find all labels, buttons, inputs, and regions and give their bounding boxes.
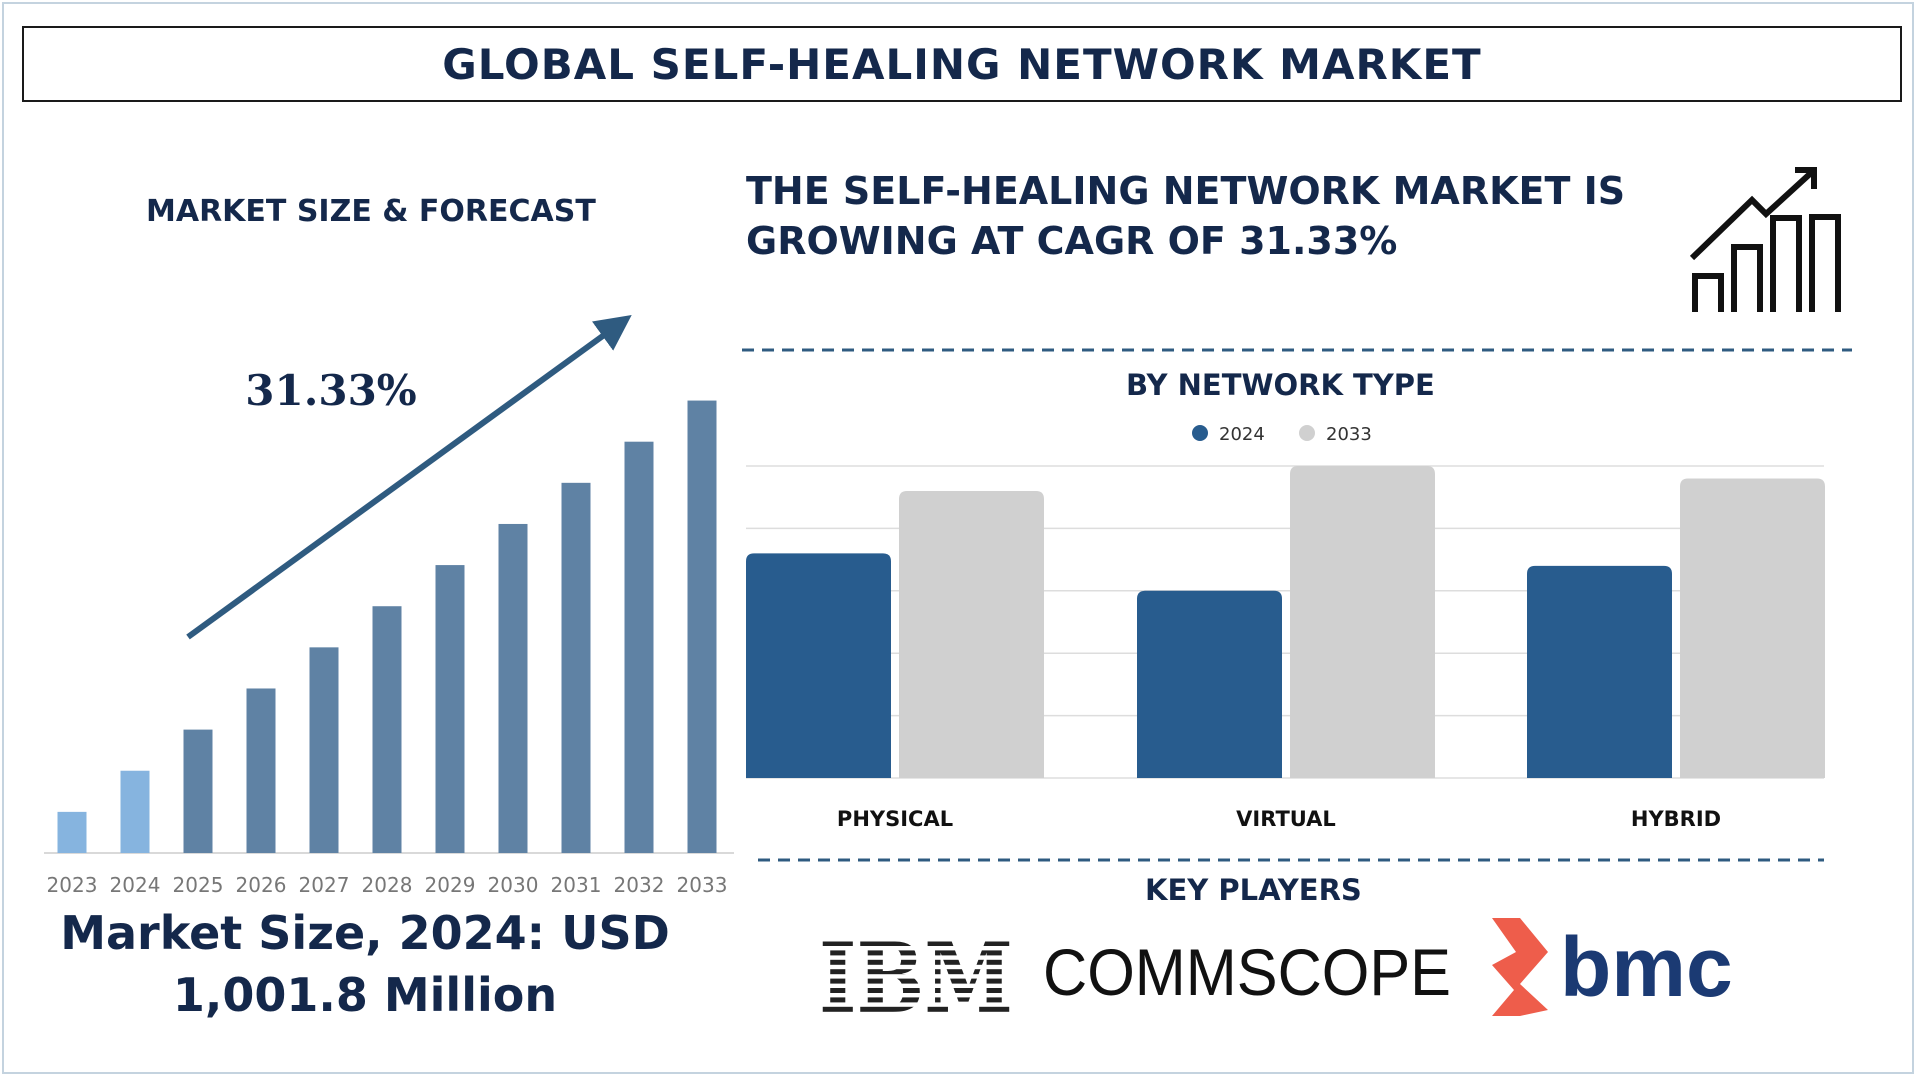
- network-type-heading: BY NETWORK TYPE: [1126, 368, 1435, 402]
- page-title: GLOBAL SELF-HEALING NETWORK MARKET: [22, 26, 1902, 102]
- forecast-bar-2032: [624, 441, 654, 853]
- forecast-bar-chart: 2023 2024 2025 2026 2027 2028 2029 2030 2031 2032…: [44, 400, 734, 897]
- growth-chart-icon: [1689, 167, 1841, 312]
- legend-label-2024: 2024: [1219, 424, 1265, 445]
- forecast-tick-2031: 2031: [551, 873, 602, 897]
- market-size-value: Market Size, 2024: USD 1,001.8 Million: [10, 902, 720, 1026]
- cagr-headline-line2: GROWING AT CAGR OF 31.33%: [746, 219, 1398, 263]
- legend-label-2033: 2033: [1326, 424, 1372, 445]
- ibm-stripe-gap: [814, 1002, 1020, 1007]
- forecast-tick-2028: 2028: [362, 873, 413, 897]
- cagr-headline-line1: THE SELF-HEALING NETWORK MARKET IS: [746, 169, 1626, 213]
- forecast-tick-2030: 2030: [488, 873, 539, 897]
- legend-marker-2033: [1299, 425, 1315, 441]
- forecast-bar-2026: [246, 688, 276, 853]
- bmc-wordmark: bmc: [1560, 920, 1733, 1014]
- cagr-annotation: 31.33%: [245, 366, 416, 415]
- network-bar-hybrid-2033: [1680, 478, 1825, 778]
- commscope-logo: COMMSCOPE: [1043, 935, 1451, 1009]
- ibm-logo: IBM: [814, 922, 1020, 1035]
- category-label-virtual: VIRTUAL: [1236, 807, 1336, 831]
- forecast-bar-2024: [120, 770, 150, 853]
- ibm-stripe-gap: [814, 946, 1020, 951]
- forecast-tick-2032: 2032: [614, 873, 665, 897]
- forecast-tick-2025: 2025: [173, 873, 224, 897]
- forecast-tick-2027: 2027: [299, 873, 350, 897]
- forecast-bar-2033: [687, 400, 717, 853]
- network-bar-virtual-2033: [1290, 466, 1435, 778]
- legend-marker-2024: [1192, 425, 1208, 441]
- forecast-bar-2025: [183, 729, 213, 853]
- forecast-tick-2023: 2023: [47, 873, 98, 897]
- category-label-physical: PHYSICAL: [837, 807, 953, 831]
- market-size-heading: MARKET SIZE & FORECAST: [146, 194, 596, 229]
- network-bar-hybrid-2024: [1527, 565, 1672, 778]
- forecast-bar-2031: [561, 482, 591, 853]
- forecast-tick-2029: 2029: [425, 873, 476, 897]
- forecast-tick-2033: 2033: [677, 873, 728, 897]
- category-label-hybrid: HYBRID: [1631, 807, 1721, 831]
- network-bar-physical-2033: [899, 490, 1044, 778]
- bmc-logo: bmc: [1492, 918, 1733, 1016]
- bmc-chevron-icon: [1492, 918, 1548, 1016]
- network-bar-virtual-2024: [1137, 590, 1282, 778]
- ibm-stripe-gap: [814, 964, 1020, 970]
- forecast-bar-2023: [57, 811, 87, 853]
- forecast-bar-2028: [372, 606, 402, 853]
- ibm-stripe-gap: [814, 993, 1020, 998]
- forecast-tick-2026: 2026: [236, 873, 287, 897]
- network-bar-physical-2024: [746, 553, 891, 778]
- forecast-bar-2029: [435, 565, 465, 853]
- forecast-bar-2030: [498, 523, 528, 853]
- forecast-bar-2027: [309, 647, 339, 853]
- market-size-line2: 1,001.8 Million: [172, 968, 558, 1022]
- forecast-tick-2024: 2024: [110, 873, 161, 897]
- ibm-stripe-gap: [814, 955, 1020, 960]
- cagr-headline: THE SELF-HEALING NETWORK MARKET IS GROWI…: [746, 166, 1625, 266]
- market-size-line1: Market Size, 2024: USD: [60, 906, 670, 960]
- ibm-stripe-gap: [814, 974, 1020, 979]
- ibm-stripe-gap: [814, 983, 1020, 988]
- growth-arrow: [186, 314, 632, 640]
- key-players-heading: KEY PLAYERS: [1145, 873, 1362, 907]
- ibm-stripe-gap: [814, 1011, 1020, 1017]
- network-type-bar-chart: 2024 2033 PHYSICAL VIRTUAL HYBRID: [746, 424, 1825, 831]
